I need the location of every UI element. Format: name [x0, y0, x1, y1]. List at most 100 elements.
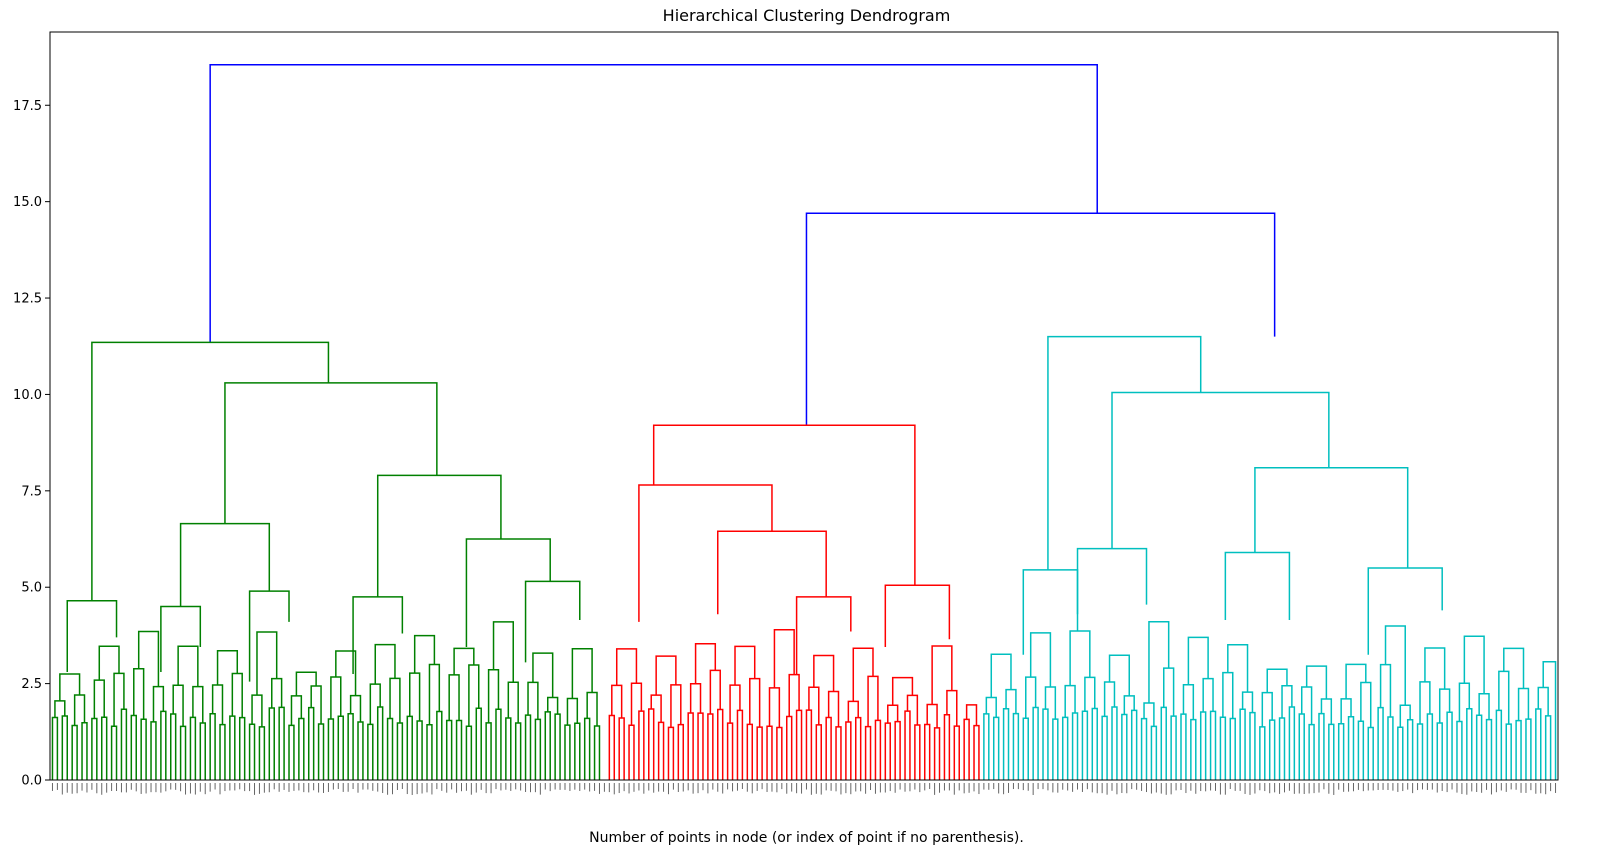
dendrogram-link	[914, 724, 921, 780]
dendrogram-link	[746, 723, 754, 780]
dendrogram-link	[211, 684, 224, 725]
y-tick-label: 5.0	[21, 581, 42, 596]
dendrogram-link	[611, 684, 623, 719]
dendrogram-link	[91, 717, 98, 780]
dendrogram-link	[413, 634, 436, 674]
dendrogram-link	[1108, 654, 1130, 696]
dendrogram-link	[428, 663, 441, 725]
dendrogram-link	[453, 647, 475, 675]
dendrogram-link	[709, 669, 721, 714]
dendrogram-link	[608, 714, 616, 780]
dendrogram-merge	[638, 484, 773, 622]
y-tick-label: 15.0	[13, 195, 42, 210]
dendrogram-link	[931, 645, 953, 705]
dendrogram-link	[1328, 723, 1335, 780]
dendrogram-link	[1463, 635, 1485, 694]
dendrogram-link	[593, 725, 601, 780]
dendrogram-links	[51, 64, 1557, 780]
dendrogram-link	[992, 716, 1000, 780]
dendrogram-link	[1478, 692, 1490, 720]
dendrogram-link	[177, 645, 199, 687]
dendrogram-link	[492, 621, 514, 683]
leaf-tick-labels	[51, 783, 1557, 795]
dendrogram-link	[1071, 712, 1079, 780]
dendrogram-link	[697, 712, 704, 780]
dendrogram-link	[946, 689, 958, 727]
dendrogram-link	[1249, 711, 1256, 780]
dendrogram-link	[655, 655, 677, 696]
dendrogram-link	[369, 683, 381, 725]
dendrogram-link	[1525, 718, 1532, 780]
dendrogram-link	[1542, 661, 1557, 780]
dendrogram-link	[189, 716, 197, 780]
dendrogram-link	[1180, 713, 1187, 780]
dendrogram-merge	[91, 341, 330, 601]
dendrogram-link	[583, 717, 591, 780]
dendrogram-link	[1130, 709, 1138, 780]
dendrogram-link	[726, 722, 734, 780]
dendrogram-link	[133, 668, 145, 720]
dendrogram-link	[648, 708, 655, 780]
dendrogram-link	[1222, 671, 1234, 719]
y-axis-ticks: 0.0 2.5 5.0 7.5 10.0 12.5 15.0 17.5	[13, 99, 50, 789]
dendrogram-link	[445, 719, 453, 780]
dendrogram-link	[1379, 663, 1392, 718]
dendrogram-link	[1318, 712, 1325, 780]
dendrogram-merge	[352, 596, 404, 674]
dendrogram-link	[845, 721, 852, 780]
dendrogram-link	[150, 721, 157, 780]
dendrogram-link	[1288, 706, 1296, 780]
dendrogram-merge	[209, 64, 1098, 343]
dendrogram-link	[1084, 676, 1096, 712]
dendrogram-link	[554, 713, 561, 780]
dendrogram-link	[1517, 687, 1530, 721]
dendrogram-link	[238, 716, 246, 780]
dendrogram-merge	[1224, 551, 1291, 620]
dendrogram-link	[448, 674, 460, 721]
dendrogram-link	[891, 676, 914, 706]
dendrogram-link	[1163, 667, 1175, 717]
dendrogram-merge	[805, 212, 1276, 426]
dendrogram-link	[152, 685, 165, 722]
dendrogram-link	[386, 717, 394, 780]
dendrogram-link	[615, 648, 638, 686]
dendrogram-link	[1219, 716, 1227, 780]
dendrogram-link	[389, 677, 401, 724]
dendrogram-link	[199, 722, 206, 780]
dendrogram-link	[110, 725, 118, 780]
dendrogram-link	[1347, 716, 1355, 780]
dendrogram-link	[1150, 725, 1158, 780]
dendrogram-link	[396, 722, 404, 780]
dendrogram-link	[1281, 684, 1293, 719]
chart-title: Hierarchical Clustering Dendrogram	[662, 6, 951, 25]
dendrogram-merge	[1076, 547, 1148, 632]
dendrogram-link	[248, 723, 256, 780]
dendrogram-link	[788, 673, 800, 717]
dendrogram-link	[1399, 704, 1411, 728]
dendrogram-link	[963, 718, 970, 780]
dendrogram-link	[1515, 719, 1522, 780]
dendrogram-link	[514, 722, 522, 780]
dendrogram-link	[1143, 702, 1155, 727]
dendrogram-link	[169, 713, 177, 780]
dendrogram-link	[1209, 710, 1217, 780]
dendrogram-link	[847, 700, 859, 723]
dendrogram-link	[406, 715, 413, 780]
dendrogram-link	[1367, 726, 1374, 780]
dendrogram-link	[1308, 723, 1315, 780]
dendrogram-link	[707, 713, 714, 780]
dendrogram-link	[618, 717, 625, 780]
dendrogram-link	[330, 676, 342, 720]
dendrogram-link	[852, 647, 874, 702]
dendrogram-link	[357, 721, 364, 780]
dendrogram-merge	[1367, 567, 1443, 655]
dendrogram-link	[1340, 698, 1352, 724]
dendrogram-link	[1261, 691, 1273, 727]
dendrogram-link	[1012, 712, 1020, 780]
dendrogram-link	[310, 685, 322, 724]
dendrogram-link	[813, 654, 835, 692]
dendrogram-link	[1190, 718, 1197, 780]
dendrogram-link	[327, 718, 335, 780]
dendrogram-link	[81, 722, 88, 780]
dendrogram-link	[766, 725, 773, 780]
